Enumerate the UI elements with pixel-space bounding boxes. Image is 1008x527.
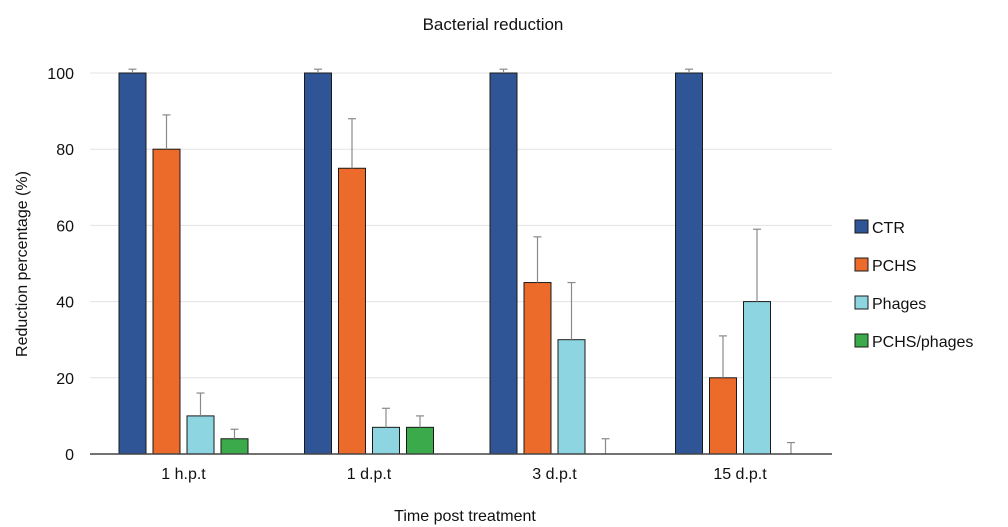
y-tick-label: 60: [56, 218, 74, 235]
x-tick-label: 3 d.p.t: [532, 466, 577, 483]
bar-phages: [557, 339, 586, 455]
bars: [118, 72, 771, 455]
bar-pchs-phages: [220, 438, 249, 455]
bar-pchs: [523, 282, 552, 455]
x-tick-label: 1 h.p.t: [161, 466, 206, 483]
legend-swatch: [854, 295, 869, 310]
bar-phages: [186, 415, 215, 455]
bar-pchs: [338, 167, 366, 455]
legend-swatch: [854, 333, 869, 348]
y-tick-label: 100: [47, 66, 74, 83]
legend-swatch: [854, 257, 869, 272]
legend: CTR PCHS Phages PCHS/phages: [854, 219, 973, 351]
y-tick-label: 80: [56, 142, 74, 159]
x-tick-label: 1 d.p.t: [347, 466, 392, 483]
legend-label: PCHS/phages: [872, 334, 973, 351]
bar-ctr: [675, 72, 703, 455]
bar-ctr: [118, 72, 147, 455]
bar-ctr: [304, 72, 332, 455]
legend-label: PCHS: [872, 258, 916, 275]
x-tick-label: 15 d.p.t: [713, 466, 767, 483]
bar-phages: [743, 301, 771, 455]
y-tick-label: 20: [56, 371, 74, 388]
chart-title: Bacterial reduction: [423, 15, 564, 34]
bar-pchs: [709, 377, 737, 455]
bar-phages: [372, 426, 400, 455]
legend-swatch: [854, 219, 869, 234]
y-tick-label: 0: [65, 447, 74, 464]
bar-ctr: [489, 72, 518, 455]
x-axis-ticks: 1 h.p.t 1 d.p.t 3 d.p.t 15 d.p.t: [161, 466, 767, 483]
y-tick-label: 40: [56, 295, 74, 312]
error-bars: [128, 68, 795, 454]
y-axis-title: Reduction percentage (%): [14, 171, 31, 357]
legend-label: Phages: [872, 296, 926, 313]
bar-pchs: [152, 148, 181, 455]
legend-label: CTR: [872, 220, 905, 237]
x-axis-title: Time post treatment: [394, 508, 536, 525]
gridlines: [90, 72, 832, 379]
y-axis-ticks: 0 20 40 60 80 100: [47, 66, 74, 464]
bar-pchs-phages: [406, 426, 434, 455]
